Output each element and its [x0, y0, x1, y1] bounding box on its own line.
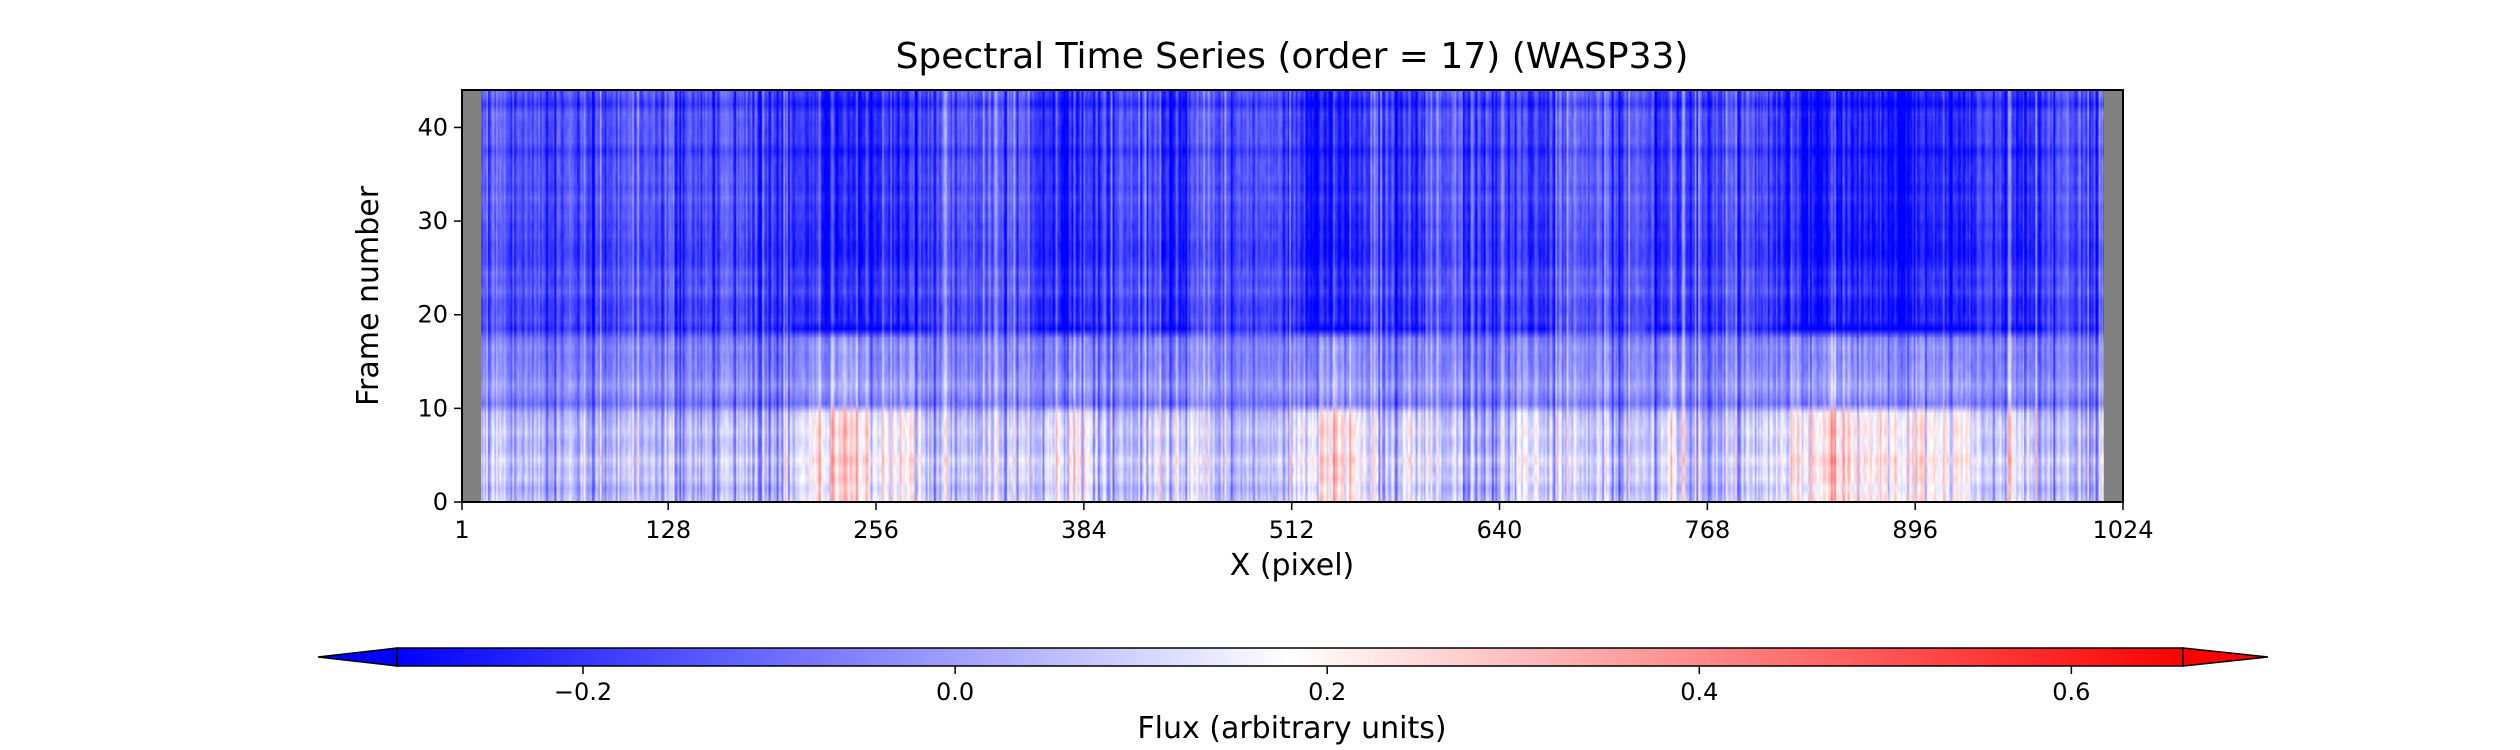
- x-tick-label: 256: [853, 516, 899, 544]
- x-tick-label: 1024: [2092, 516, 2153, 544]
- x-tick-label: 768: [1684, 516, 1730, 544]
- colorbar-gradient: [396, 647, 2184, 667]
- y-tick-label: 10: [417, 394, 448, 422]
- colorbar: −0.2 0.0 0.2 0.4 0.6 Flux (arbitrary units): [317, 647, 2269, 746]
- colorbar-tick-label: 0.2: [1308, 678, 1346, 706]
- y-tick-label: 0: [433, 488, 448, 516]
- x-tick-label: 512: [1269, 516, 1315, 544]
- y-tick-label: 30: [417, 207, 448, 235]
- x-tick-label: 1: [454, 516, 469, 544]
- colorbar-tick-label: 0.4: [1680, 678, 1718, 706]
- y-axis-ticks: 0 10 20 30 40: [417, 113, 462, 516]
- masked-column-left: [462, 90, 481, 502]
- x-tick-label: 128: [645, 516, 691, 544]
- x-axis-label: X (pixel): [1230, 548, 1355, 583]
- colorbar-extend-high: [2182, 647, 2269, 667]
- colorbar-tick-label: 0.0: [936, 678, 974, 706]
- x-axis-ticks: 1 128 256 384 512 640 768 896 1024: [454, 502, 2154, 544]
- chart-title: Spectral Time Series (order = 17) (WASP3…: [896, 36, 1689, 77]
- masked-column-right: [2104, 90, 2123, 502]
- plot-frame: [461, 89, 2124, 503]
- y-axis-label: Frame number: [351, 185, 386, 406]
- colorbar-extend-low: [317, 647, 398, 667]
- plot-area: [461, 89, 2124, 503]
- colorbar-tick-label: 0.6: [2052, 678, 2090, 706]
- colorbar-tick-label: −0.2: [554, 678, 612, 706]
- x-tick-label: 896: [1892, 516, 1938, 544]
- heatmap-image: [462, 90, 2123, 502]
- x-tick-label: 640: [1477, 516, 1523, 544]
- colorbar-label: Flux (arbitrary units): [1137, 711, 1446, 746]
- y-tick-label: 40: [417, 113, 448, 141]
- y-tick-label: 20: [417, 301, 448, 329]
- x-tick-label: 384: [1061, 516, 1107, 544]
- colorbar-ticks: −0.2 0.0 0.2 0.4 0.6: [554, 666, 2090, 706]
